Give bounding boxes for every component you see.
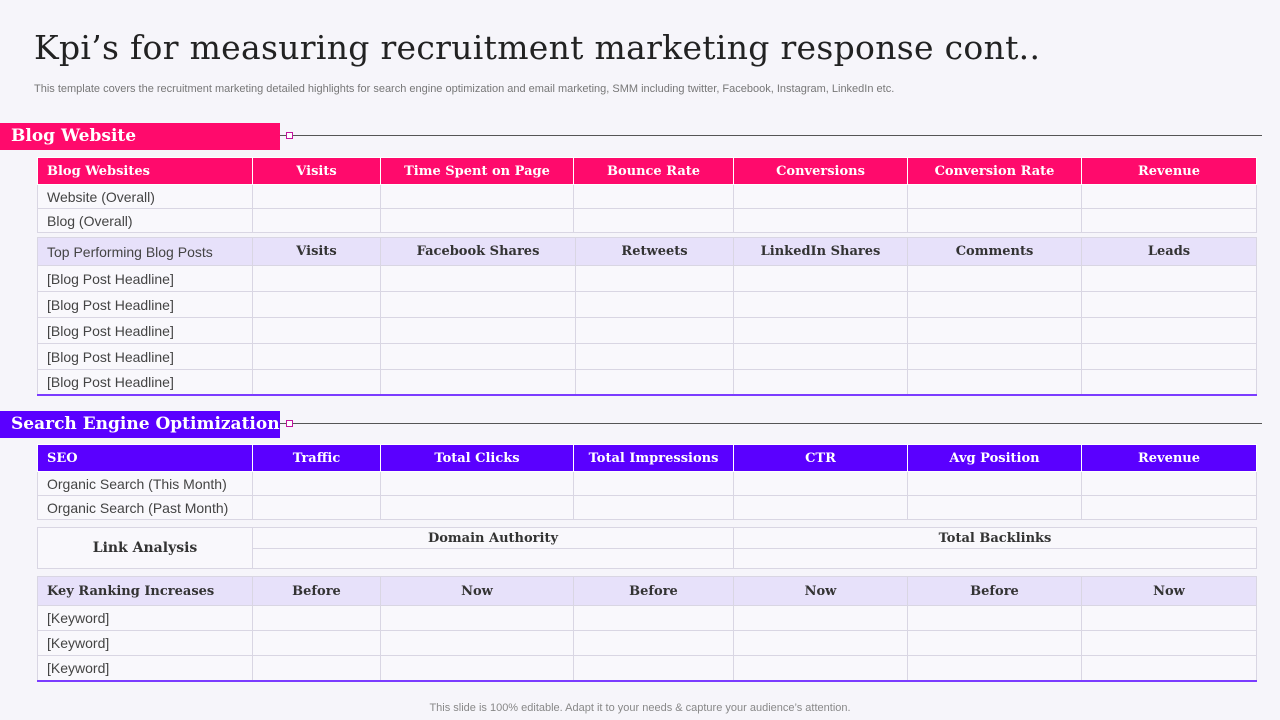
table-row: Organic Search (This Month)	[37, 471, 1257, 496]
section-title-seo: Search Engine Optimization	[0, 411, 280, 438]
row-label: Organic Search (This Month)	[37, 471, 253, 496]
total-backlinks-header: Total Backlinks	[733, 527, 1257, 549]
page-title: Kpi’s for measuring recruitment marketin…	[34, 28, 1041, 67]
blog-metrics-table: Blog Websites Visits Time Spent on Page …	[37, 157, 1257, 233]
link-analysis-table: Link Analysis Domain Authority Total Bac…	[37, 527, 1257, 569]
row-label: [Keyword]	[37, 630, 253, 656]
seo-header-row: SEO Traffic Total Clicks Total Impressio…	[37, 444, 1257, 472]
row-label: [Blog Post Headline]	[37, 291, 253, 318]
domain-authority-header: Domain Authority	[252, 527, 734, 549]
header-cell: Total Clicks	[380, 444, 574, 472]
posts-header-row: Top Performing Blog Posts Visits Faceboo…	[37, 237, 1257, 266]
section-title-blog: Blog Website	[0, 123, 280, 150]
header-cell: Time Spent on Page	[380, 157, 574, 185]
table-row: [Blog Post Headline]	[37, 291, 1257, 318]
row-label: Organic Search (Past Month)	[37, 495, 253, 520]
table-row: Organic Search (Past Month)	[37, 495, 1257, 520]
header-cell: Traffic	[252, 444, 381, 472]
section-divider-blog	[280, 135, 1262, 136]
link-analysis-label: Link Analysis	[37, 527, 253, 569]
header-cell: Conversions	[733, 157, 908, 185]
blog-header-row: Blog Websites Visits Time Spent on Page …	[37, 157, 1257, 185]
row-label: [Keyword]	[37, 605, 253, 631]
header-cell: Conversion Rate	[907, 157, 1082, 185]
table-row: Link Analysis Domain Authority Total Bac…	[37, 527, 1257, 569]
header-cell: SEO	[37, 444, 253, 472]
blog-posts-table: Top Performing Blog Posts Visits Faceboo…	[37, 237, 1257, 396]
table-row: Blog (Overall)	[37, 208, 1257, 233]
header-cell: Now	[380, 576, 574, 606]
header-cell: Top Performing Blog Posts	[37, 237, 253, 266]
row-label: Blog (Overall)	[37, 208, 253, 233]
header-cell: Now	[733, 576, 908, 606]
header-cell: Leads	[1081, 237, 1257, 266]
header-cell: Before	[907, 576, 1082, 606]
row-label: [Blog Post Headline]	[37, 317, 253, 344]
table-row: [Blog Post Headline]	[37, 265, 1257, 292]
header-cell: Total Impressions	[573, 444, 734, 472]
header-cell: Before	[573, 576, 734, 606]
table-row: [Keyword]	[37, 605, 1257, 631]
header-cell: Avg Position	[907, 444, 1082, 472]
section-divider-seo	[280, 423, 1262, 424]
ranking-header-row: Key Ranking Increases Before Now Before …	[37, 576, 1257, 606]
table-row: [Blog Post Headline]	[37, 369, 1257, 396]
row-label: [Blog Post Headline]	[37, 369, 253, 396]
row-label: [Blog Post Headline]	[37, 265, 253, 292]
header-cell: Blog Websites	[37, 157, 253, 185]
keyword-ranking-table: Key Ranking Increases Before Now Before …	[37, 576, 1257, 682]
header-cell: Visits	[252, 157, 381, 185]
header-cell: Bounce Rate	[573, 157, 734, 185]
table-row: [Blog Post Headline]	[37, 343, 1257, 370]
table-row: [Keyword]	[37, 655, 1257, 682]
row-label: Website (Overall)	[37, 184, 253, 209]
header-cell: CTR	[733, 444, 908, 472]
row-label: [Blog Post Headline]	[37, 343, 253, 370]
section-dot-blog	[286, 132, 293, 139]
header-cell: Now	[1081, 576, 1257, 606]
table-row: Website (Overall)	[37, 184, 1257, 209]
seo-metrics-table: SEO Traffic Total Clicks Total Impressio…	[37, 444, 1257, 520]
header-cell: Key Ranking Increases	[37, 576, 253, 606]
header-cell: Facebook Shares	[380, 237, 576, 266]
section-dot-seo	[286, 420, 293, 427]
header-cell: LinkedIn Shares	[733, 237, 908, 266]
header-cell: Retweets	[575, 237, 734, 266]
row-label: [Keyword]	[37, 655, 253, 682]
page-subtitle: This template covers the recruitment mar…	[34, 83, 895, 95]
header-cell: Revenue	[1081, 157, 1257, 185]
header-cell: Comments	[907, 237, 1082, 266]
table-row	[38, 548, 1257, 569]
header-cell: Revenue	[1081, 444, 1257, 472]
table-row: [Keyword]	[37, 630, 1257, 656]
header-cell: Visits	[252, 237, 381, 266]
footer-note: This slide is 100% editable. Adapt it to…	[429, 702, 851, 714]
table-row: [Blog Post Headline]	[37, 317, 1257, 344]
header-cell: Before	[252, 576, 381, 606]
